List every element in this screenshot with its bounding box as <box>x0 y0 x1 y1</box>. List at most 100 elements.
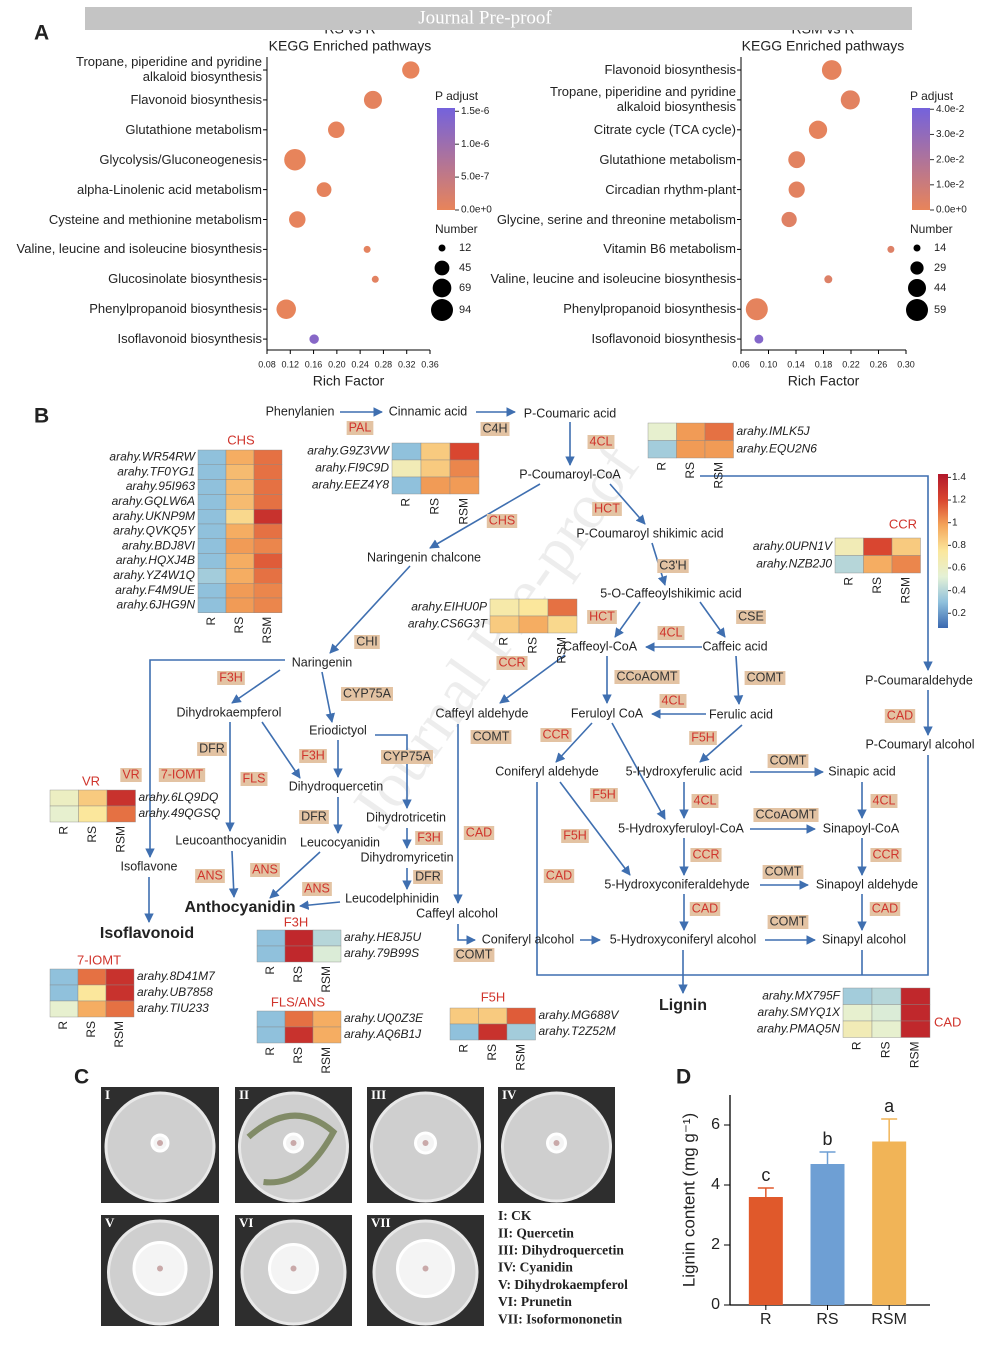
gene-label: arahy.SMYQ1X <box>758 1005 841 1019</box>
x-tick-label: 0.12 <box>282 359 300 369</box>
column-label: RS <box>870 577 884 594</box>
column-label: RS <box>526 637 540 654</box>
colorbar-tick-label: 0.0e+0 <box>936 205 967 216</box>
x-tick-label: 0.16 <box>305 359 323 369</box>
pathway-arrows <box>144 407 933 994</box>
x-tick-label: RS <box>816 1311 838 1328</box>
colorbar-tick-label: 5.0e-7 <box>461 172 490 183</box>
x-tick-label: 0.14 <box>787 359 805 369</box>
gene-label: arahy.NZB2J0 <box>756 556 832 570</box>
x-tick-label: 0.28 <box>375 359 393 369</box>
heat-cell <box>256 1026 286 1044</box>
gene-label: arahy.G9Z3VW <box>307 444 390 458</box>
heat-cell <box>489 615 520 634</box>
enzyme: F3H <box>301 748 325 762</box>
gene-label: arahy.FI9C9D <box>315 461 389 475</box>
x-tick-label: 0.30 <box>897 359 915 369</box>
heat-cell <box>225 494 255 510</box>
enzyme-box <box>587 435 615 449</box>
enzyme: CCoAOMT <box>616 669 677 683</box>
enzyme-box <box>767 915 809 929</box>
heat-cell <box>871 1004 902 1022</box>
size-legend-dot <box>431 299 453 321</box>
column-label: RS <box>683 462 697 479</box>
gene-label: arahy.CS6G3T <box>408 617 489 631</box>
colorbar-tick-label: 2.0e-2 <box>936 154 965 165</box>
compound: 5-O-Caffeoylshikimic acid <box>600 586 742 600</box>
size-legend-label: 59 <box>934 304 946 316</box>
enzyme-box <box>299 810 329 824</box>
enzyme: HCT <box>589 609 615 623</box>
enzyme: C3'H <box>659 558 686 572</box>
x-tick-label: 0.18 <box>815 359 833 369</box>
heat-cell <box>478 1023 508 1041</box>
y-tick-label: Glycine, serine and threonine metabolism <box>496 211 736 227</box>
y-tick-label: 2 <box>711 1236 720 1253</box>
size-legend-dot <box>913 244 921 252</box>
enzyme-box <box>543 869 575 883</box>
y-tick-label: alpha-Linolenic acid metabolism <box>77 181 262 197</box>
heat-cell <box>391 476 422 495</box>
heat-cell <box>225 479 255 495</box>
compound: Coniferyl aldehyde <box>495 764 599 778</box>
heat-cell <box>547 615 578 634</box>
heat-cell <box>489 598 520 617</box>
enzyme-box <box>496 656 528 670</box>
significance-label: b <box>822 1129 832 1149</box>
enzyme-box <box>592 502 622 516</box>
dot <box>824 275 833 284</box>
enzyme: FLS <box>243 771 266 785</box>
enzyme: CAD <box>872 901 898 915</box>
heat-cell <box>105 984 135 1002</box>
column-label: RS <box>879 1042 893 1059</box>
enzyme-box <box>884 709 916 723</box>
heatmap-title: CHS <box>227 432 255 447</box>
enzyme: CAD <box>546 868 572 882</box>
heat-cell <box>518 598 549 617</box>
enzyme: 4CL <box>873 793 896 807</box>
enzyme: F3H <box>219 670 243 684</box>
enzyme-box <box>657 626 685 640</box>
y-tick-label-box: Tropane, piperidine and pyridine alkaloi… <box>76 54 262 84</box>
panel-label: D <box>676 1066 691 1089</box>
gene-label: arahy.0UPN1V <box>753 539 833 553</box>
enzyme: 4CL <box>590 434 613 448</box>
colony-center <box>290 1265 297 1272</box>
enzyme: COMT <box>770 753 807 767</box>
heat-cell <box>105 968 135 986</box>
gene-label: arahy.UKNP9M <box>113 509 195 523</box>
gene-label: arahy.GQLW6A <box>112 494 195 508</box>
dot <box>284 148 306 171</box>
enzyme: DFR <box>415 869 441 883</box>
y-tick-label-box: Cysteine and methionine metabolism <box>49 212 262 227</box>
colorbar-tick-label: 1.5e-6 <box>461 106 490 117</box>
heat-cell <box>647 440 677 459</box>
heat-cell <box>834 555 864 574</box>
enzyme-box <box>690 848 722 862</box>
plate-label: VII <box>371 1215 391 1230</box>
enzyme-box <box>453 948 495 962</box>
heat-cell <box>420 476 451 495</box>
y-tick-label-box: Isoflavonoid biosynthesis <box>591 331 736 346</box>
enzyme-box <box>354 635 380 649</box>
heat-cell <box>863 537 893 556</box>
gene-label: arahy.MX795F <box>762 988 840 1002</box>
heat-cell <box>197 494 227 510</box>
panel-label: A <box>34 22 49 45</box>
compound: Caffeyl aldehyde <box>436 706 529 720</box>
colony-center <box>290 1140 297 1146</box>
panel-label: C <box>74 1066 89 1089</box>
gene-label: arahy.T2Z52M <box>539 1024 616 1038</box>
dot <box>788 151 806 169</box>
heat-cell <box>253 494 283 510</box>
enzyme: CHS <box>489 513 515 527</box>
y-tick-label: 6 <box>711 1116 720 1133</box>
bar <box>872 1141 907 1305</box>
y-tick-label: Phenylpropanoid biosynthesis <box>563 301 736 317</box>
bar <box>748 1197 783 1305</box>
x-tick-label: RSM <box>871 1311 907 1328</box>
compound: Cinnamic acid <box>389 404 468 418</box>
enzyme-box <box>480 422 510 436</box>
compound: Dihydrotricetin <box>366 810 446 824</box>
